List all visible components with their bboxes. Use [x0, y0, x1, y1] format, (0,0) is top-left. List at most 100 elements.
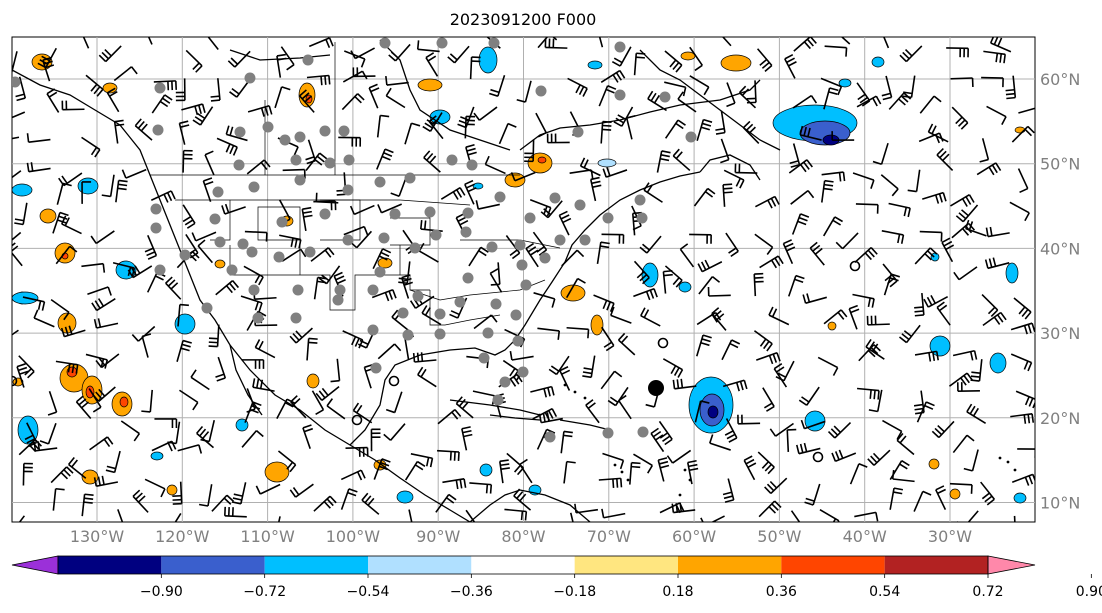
wind-barb	[179, 389, 199, 411]
wind-barb	[782, 239, 796, 264]
wind-barb	[330, 358, 341, 383]
wind-barb	[181, 103, 206, 116]
lon-label: 130°W	[70, 527, 125, 546]
wind-barb	[946, 47, 969, 58]
wind-barb	[345, 446, 369, 457]
wind-barb	[950, 194, 975, 207]
wind-barb	[207, 37, 219, 51]
wind-barb	[465, 509, 476, 522]
station-marker	[404, 172, 416, 184]
station-marker	[446, 154, 458, 166]
wind-barb	[131, 325, 156, 342]
wind-barb	[289, 483, 314, 498]
wind-barb	[385, 87, 406, 109]
wind-barb	[469, 56, 481, 80]
wind-barb	[98, 45, 122, 63]
station-marker	[572, 126, 584, 138]
station-marker	[412, 290, 424, 302]
wind-barb	[596, 241, 610, 265]
wind-barb	[89, 436, 114, 451]
station-marker	[499, 376, 511, 388]
wind-barb	[198, 484, 213, 507]
wind-barb	[633, 260, 650, 285]
wind-barb	[52, 487, 65, 511]
wind-barb	[231, 482, 247, 505]
colorbar-segment	[264, 556, 368, 574]
wind-barb	[720, 138, 730, 164]
wind-barb	[338, 136, 362, 147]
wind-barb	[101, 174, 115, 198]
wind-barb	[589, 176, 602, 202]
wind-barb	[671, 502, 696, 514]
wind-barb	[613, 106, 634, 127]
wind-barb	[662, 269, 673, 294]
station-marker	[252, 312, 264, 324]
wind-barb	[881, 230, 905, 244]
wind-barb	[898, 324, 921, 344]
station-marker	[516, 259, 528, 271]
wind-barb	[244, 230, 268, 242]
wind-barb	[566, 326, 590, 339]
wind-barb	[225, 125, 248, 142]
wind-barb	[127, 265, 153, 279]
wind-barb	[666, 449, 692, 464]
wind-barb	[516, 80, 532, 103]
wind-barb	[473, 106, 498, 121]
wind-barb	[22, 462, 33, 486]
wind-barb	[865, 339, 885, 360]
wind-barb	[538, 412, 563, 424]
wind-barb	[880, 174, 899, 197]
wind-barb	[824, 45, 848, 57]
wind-barb	[755, 195, 780, 209]
wind-barb	[951, 106, 969, 130]
wind-barb	[949, 482, 973, 494]
wind-barb	[856, 82, 871, 107]
wind-barb	[633, 52, 646, 76]
wind-barb	[18, 515, 26, 522]
station-marker	[460, 226, 472, 238]
station-marker	[636, 212, 648, 224]
wind-barb	[922, 191, 947, 204]
station-marker	[302, 54, 314, 66]
wind-barb	[151, 440, 177, 452]
wind-barb	[558, 210, 572, 236]
wind-barb	[689, 233, 712, 244]
station-marker	[462, 207, 474, 219]
wind-barb	[734, 163, 758, 174]
wind-barb	[821, 179, 834, 203]
wind-barb	[647, 90, 667, 112]
station-marker	[379, 37, 391, 49]
wind-barb	[26, 133, 51, 144]
wind-barb	[799, 125, 822, 141]
wind-barb	[1011, 125, 1035, 143]
station-marker	[494, 191, 506, 203]
wind-barb	[33, 309, 55, 328]
wind-barb	[759, 255, 784, 269]
wind-barb	[758, 500, 782, 518]
wind-barb	[90, 230, 115, 245]
wind-barb	[513, 488, 532, 511]
wind-barb	[831, 131, 855, 141]
wind-barb	[313, 276, 327, 300]
wind-barb	[1010, 322, 1035, 335]
wind-barb	[489, 268, 503, 293]
station-marker	[602, 427, 614, 439]
wind-barb	[144, 235, 158, 260]
wind-barb	[585, 399, 600, 424]
wind-barb	[695, 334, 712, 357]
wind-barb	[1011, 473, 1035, 486]
wind-barb	[602, 167, 628, 178]
wind-barb	[75, 395, 92, 420]
station-marker	[492, 394, 504, 406]
wind-barb	[408, 509, 413, 522]
station-marker	[430, 229, 442, 241]
wind-barb	[697, 259, 723, 273]
station-marker	[514, 239, 526, 251]
wind-barb	[754, 233, 774, 255]
wind-barb	[33, 441, 58, 452]
wind-barb	[274, 86, 291, 109]
wind-barb	[60, 325, 86, 338]
wind-barb	[182, 204, 196, 229]
wind-barb	[182, 149, 193, 173]
wind-barb	[852, 293, 875, 308]
